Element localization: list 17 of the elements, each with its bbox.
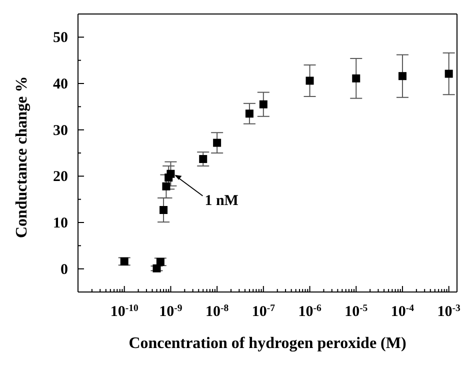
y-tick-label: 10 — [53, 216, 68, 232]
x-tick-label: 10$^{-9}$ — [159, 302, 182, 320]
y-tick-label: 50 — [53, 30, 68, 46]
x-tick-label: 10$^{-10}$ — [110, 302, 138, 320]
y-tick-label: 30 — [53, 122, 68, 139]
x-axis-title: Concentration of hydrogen peroxide (M) — [128, 335, 406, 352]
x-tick-label: 10$^{-4}$ — [390, 302, 414, 320]
x-tick-label: 10$^{-5}$ — [344, 302, 368, 320]
x-tick-label: 10$^{-7}$ — [252, 302, 276, 320]
x-tick-label: 10$^{-6}$ — [298, 302, 322, 320]
y-tick-label: 20 — [53, 169, 68, 186]
y-tick-label: 40 — [53, 76, 68, 92]
annotation: 1 nM — [204, 192, 238, 209]
y-axis-title: Conductance change % — [14, 76, 31, 238]
y-tick-label: 0 — [60, 262, 68, 278]
x-tick-label: 10$^{-8}$ — [206, 302, 229, 320]
x-tick-label: 10$^{-3}$ — [437, 302, 461, 320]
